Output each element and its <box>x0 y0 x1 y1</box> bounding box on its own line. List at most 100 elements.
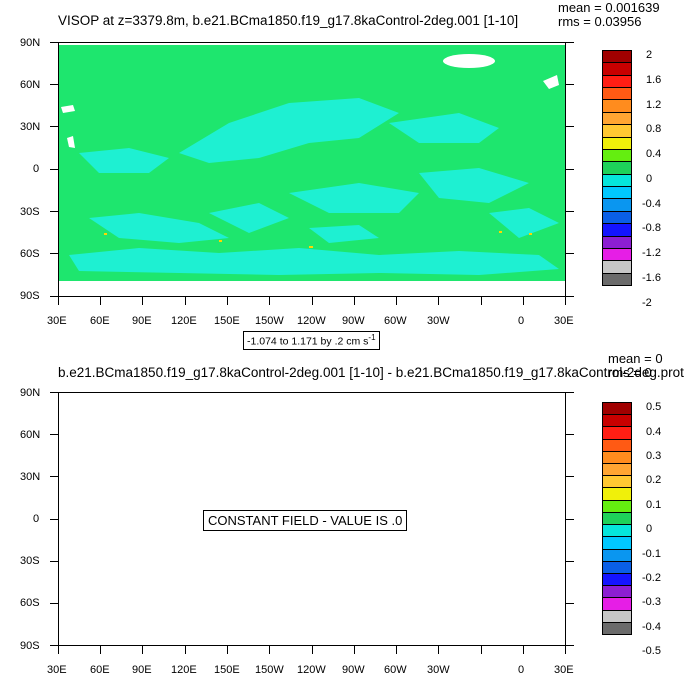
colorbar-swatch <box>602 99 632 113</box>
panel2-lon-label: 120W <box>297 664 326 676</box>
panel1-lat-tick-right <box>566 126 574 127</box>
panel1-lat-tick-right <box>566 169 574 170</box>
colorbar-swatch <box>602 74 632 89</box>
colorbar-label: -0.4 <box>642 197 661 210</box>
panel2-lon-label: 30E <box>47 664 67 676</box>
panel1-lat-tick <box>50 253 58 254</box>
panel1-lon-label: 0 <box>518 315 525 327</box>
colorbar-swatch <box>602 87 632 101</box>
panel2-rms: rms = 0 <box>608 365 652 380</box>
panel2-lat-label-30s: 30S <box>20 555 40 567</box>
colorbar-swatch <box>602 210 632 225</box>
panel2-lon-label: 0 <box>518 664 525 676</box>
colorbar-label: 0 <box>646 172 653 185</box>
panel2-lat-label-90n: 90N <box>20 387 41 399</box>
panel1-lat-tick <box>50 211 58 212</box>
panel1-field-map <box>59 45 565 296</box>
panel2-lon-label: 120E <box>171 664 197 676</box>
colorbar-label: 0.3 <box>646 449 662 462</box>
colorbar-swatch <box>602 186 632 200</box>
colorbar-label: 2 <box>646 49 653 62</box>
panel1-range-label: -1.074 to 1.171 by .2 cm s <box>247 335 369 348</box>
panel2-lon-label: 90W <box>342 664 365 676</box>
panel1-lat-label-30n: 30N <box>20 121 41 133</box>
panel1-lat-tick <box>50 84 58 85</box>
panel2-lat-label-90s: 90S <box>20 640 40 652</box>
colorbar-label: 0.8 <box>646 123 662 136</box>
panel1-lat-label-60n: 60N <box>20 79 41 91</box>
panel2-lat-label-60s: 60S <box>20 597 40 609</box>
panel1-lon-label: 60W <box>384 315 407 327</box>
panel1-lon-label: 60E <box>90 315 110 327</box>
colorbar-swatch <box>602 597 632 611</box>
colorbar-swatch <box>602 499 632 513</box>
panel2-lon-label: 60E <box>90 664 110 676</box>
panel1-lat-tick <box>50 296 58 297</box>
colorbar-swatch <box>602 173 632 188</box>
colorbar-swatch <box>602 50 632 64</box>
panel1-lon-label: 30E <box>47 315 67 327</box>
colorbar-label: -0.4 <box>642 620 661 633</box>
colorbar-swatch <box>602 475 632 489</box>
panel1-lon-label: 30E <box>554 315 574 327</box>
colorbar-label: -2 <box>642 296 652 309</box>
panel2-lon-label: 60W <box>384 664 407 676</box>
colorbar-swatch <box>602 426 632 440</box>
colorbar-label: 1.2 <box>646 98 662 111</box>
colorbar-label: 0.2 <box>646 474 662 487</box>
panel1-lat-tick <box>50 169 58 170</box>
panel1-lat-tick <box>50 126 58 127</box>
panel2-title: b.e21.BCma1850.f19_g17.8kaControl-2deg.0… <box>58 365 684 380</box>
panel1-lon-label: 90E <box>132 315 152 327</box>
colorbar-label: 0 <box>646 523 653 536</box>
panel1-lon-label: 150W <box>255 315 284 327</box>
panel1-lat-label-0: 0 <box>33 163 40 175</box>
panel2-constant-field-box: CONSTANT FIELD - VALUE IS .0 <box>203 510 408 531</box>
colorbar-label: -0.8 <box>642 222 661 235</box>
panel1-lon-label: 120E <box>171 315 197 327</box>
panel1-lat-tick-right <box>566 253 574 254</box>
colorbar-label: -0.3 <box>642 596 661 609</box>
colorbar-swatch <box>602 198 632 212</box>
panel2-lon-label: 90E <box>132 664 152 676</box>
colorbar-label: 0.1 <box>646 498 662 511</box>
colorbar-swatch <box>602 260 632 274</box>
panel1-lat-label-90s: 90S <box>20 290 40 302</box>
panel2-lat-label-60n: 60N <box>20 429 41 441</box>
panel2-lat-label-0: 0 <box>33 513 40 525</box>
panel2-lat-label-30n: 30N <box>20 471 41 483</box>
panel1-lat-label-90n: 90N <box>20 37 41 49</box>
panel1-lat-tick <box>50 42 58 43</box>
panel1-title: VISOP at z=3379.8m, b.e21.BCma1850.f19_g… <box>58 13 519 28</box>
panel1-range-unit: -1 <box>368 333 376 342</box>
panel1-range-box: -1.074 to 1.171 by .2 cm s-1 <box>243 331 380 350</box>
colorbar-swatch <box>602 62 632 76</box>
colorbar-swatch <box>602 124 632 138</box>
colorbar-swatch <box>602 223 632 237</box>
panel1-lat-tick-right <box>566 84 574 85</box>
colorbar-swatch <box>602 450 632 465</box>
colorbar-swatch <box>602 621 632 635</box>
panel1-rms: rms = 0.03956 <box>558 14 642 29</box>
panel1-lat-tick-right <box>566 42 574 43</box>
colorbar-swatch <box>602 272 632 286</box>
panel2-mean: mean = 0 <box>608 351 663 366</box>
panel1-lat-label-60s: 60S <box>20 248 40 260</box>
colorbar-label: 1.6 <box>646 73 662 86</box>
colorbar-label: 0.4 <box>646 425 662 438</box>
colorbar-label: 0.4 <box>646 148 662 161</box>
panel1-colorbar <box>602 50 632 286</box>
colorbar-swatch <box>602 524 632 538</box>
panel1-mean: mean = 0.001639 <box>558 0 660 15</box>
colorbar-swatch <box>602 572 632 587</box>
colorbar-label: -0.1 <box>642 547 661 560</box>
colorbar-swatch <box>602 235 632 249</box>
panel1-lon-label: 90W <box>342 315 365 327</box>
colorbar-swatch <box>602 247 632 262</box>
colorbar-label: 0.5 <box>646 401 662 414</box>
panel2-lon-label: 30E <box>554 664 574 676</box>
colorbar-label: -0.5 <box>642 645 661 658</box>
colorbar-swatch <box>602 548 632 562</box>
panel2-lon-label: 150E <box>214 664 240 676</box>
panel1-lon-label: 150E <box>214 315 240 327</box>
